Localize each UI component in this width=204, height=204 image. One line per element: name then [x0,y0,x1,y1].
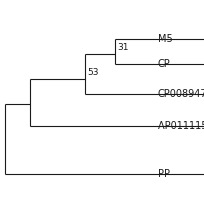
Text: PP: PP [158,169,170,179]
Text: 53: 53 [87,68,99,77]
Text: 31: 31 [117,43,129,52]
Text: M5: M5 [158,34,173,44]
Text: CP: CP [158,59,171,69]
Text: CP008947: CP008947 [158,89,204,99]
Text: AP011115 Rho: AP011115 Rho [158,121,204,131]
